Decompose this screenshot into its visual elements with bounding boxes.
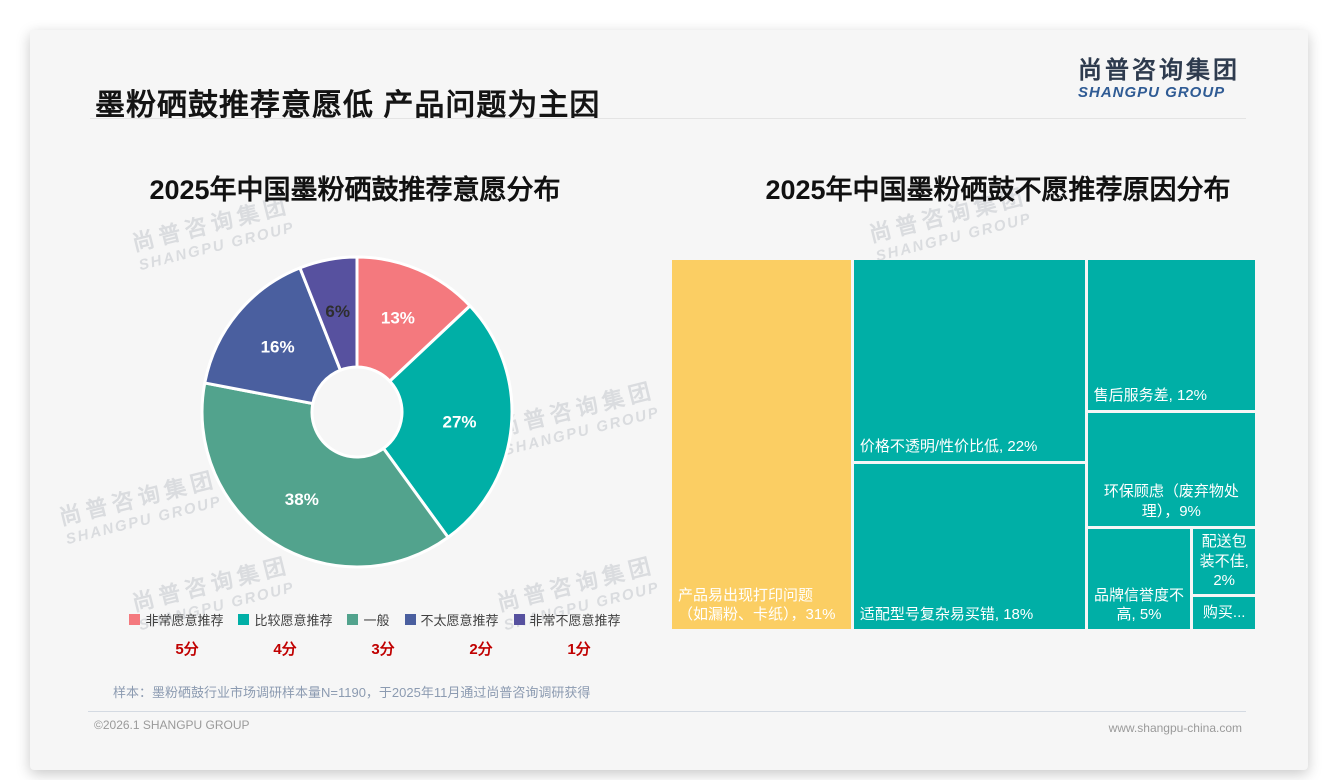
footer-website: www.shangpu-china.com: [1108, 721, 1242, 735]
treemap-cell-环保顾虑（废弃物处理）: 环保顾虑（废弃物处 理），9%: [1087, 413, 1255, 526]
score-label-row: 5分 4分 3分 2分 1分: [138, 638, 628, 659]
donut-slice-一般: [200, 381, 450, 569]
slide-card: 尚普咨询集团 SHANGPU GROUP 尚普咨询集团 SHANGPU GROUP 尚普…: [30, 30, 1308, 770]
donut-legend: 非常愿意推荐 比较愿意推荐 一般 不太愿意推荐 非常不愿意推荐: [95, 610, 655, 629]
score-label-2分: 2分: [469, 641, 493, 658]
legend-swatch: [347, 614, 359, 625]
legend-swatch: [404, 614, 416, 625]
donut-slice-不太愿意推荐: [203, 266, 342, 406]
title-divider: [90, 118, 1246, 119]
sample-footnote: 样本：墨粉硒鼓行业市场调研样本量N=1190，于2025年11月通过尚普咨询调研…: [113, 685, 591, 700]
score-label-3分: 3分: [371, 641, 395, 658]
treemap-cell-label: 配送包 装不佳, 2%: [1199, 533, 1249, 589]
donut-slice-percent: 13%: [381, 309, 415, 328]
treemap-cell-label: 品牌信誉度不 高, 5%: [1094, 586, 1185, 623]
donut-slice-非常愿意推荐: [355, 255, 472, 383]
company-logo: 尚普咨询集团 SHANGPU GROUP: [1078, 57, 1240, 102]
legend-item-比较愿意推荐: 比较愿意推荐: [238, 610, 332, 629]
legend-swatch: [513, 614, 525, 625]
legend-item-一般: 一般: [347, 610, 390, 629]
footer-copyright: ©2026.1 SHANGPU GROUP: [94, 718, 250, 732]
treemap-cell-label: 产品易出现打印问题 （如漏粉、卡纸），31%: [678, 586, 836, 623]
legend-label: 一般: [363, 613, 390, 628]
legend-swatch: [129, 614, 141, 625]
treemap-cell-售后服务差: 售后服务差, 12%: [1087, 260, 1255, 411]
logo-cn-text: 尚普咨询集团: [1078, 57, 1240, 84]
page-title: 墨粉硒鼓推荐意愿低 产品问题为主因: [95, 89, 601, 122]
legend-label: 非常愿意推荐: [145, 613, 224, 628]
score-label-1分: 1分: [567, 641, 591, 658]
legend-label: 非常不愿意推荐: [529, 613, 621, 628]
treemap-cell-配送包装不佳: 配送包 装不佳, 2%: [1193, 528, 1255, 594]
legend-label: 不太愿意推荐: [420, 613, 499, 628]
legend-item-非常不愿意推荐: 非常不愿意推荐: [513, 610, 621, 629]
treemap-cell-label: 购买...: [1202, 604, 1246, 622]
legend-swatch: [238, 614, 250, 625]
score-label-5分: 5分: [175, 641, 199, 658]
treemap-cell-产品易出现打印问题（如漏粉、卡纸）: 产品易出现打印问题 （如漏粉、卡纸），31%: [672, 260, 851, 629]
score-label-4分: 4分: [273, 641, 297, 658]
logo-en-text: SHANGPU GROUP: [1078, 84, 1226, 102]
legend-item-非常愿意推荐: 非常愿意推荐: [129, 610, 223, 629]
treemap-cell-价格不透明/性价比低: 价格不透明/性价比低, 22%: [853, 260, 1085, 462]
donut-slice-非常不愿意推荐: [298, 255, 359, 372]
treemap-cell-label: 价格不透明/性价比低, 22%: [859, 438, 1038, 456]
footer-divider: [88, 711, 1246, 712]
donut-slice-percent: 38%: [285, 490, 319, 509]
donut-chart: 13% 27% 38% 16% 6%: [200, 255, 514, 569]
treemap-chart-title: 2025年中国墨粉硒鼓不愿推荐原因分布: [765, 175, 1231, 205]
donut-slice-percent: 27%: [442, 413, 476, 432]
treemap-cell-label: 适配型号复杂易买错, 18%: [859, 605, 1034, 623]
donut-chart-title: 2025年中国墨粉硒鼓推荐意愿分布: [149, 175, 561, 205]
treemap-cell-品牌信誉度不高: 品牌信誉度不 高, 5%: [1087, 528, 1191, 629]
donut-slice-比较愿意推荐: [381, 304, 514, 539]
donut-slice-percent: 6%: [325, 302, 350, 321]
donut-slice-percent: 16%: [261, 337, 295, 356]
treemap-cell-label: 售后服务差, 12%: [1093, 387, 1208, 405]
legend-item-不太愿意推荐: 不太愿意推荐: [404, 610, 499, 629]
treemap-cell-购买（截断）: 购买...: [1193, 596, 1255, 629]
treemap-cell-label: 环保顾虑（废弃物处 理），9%: [1103, 483, 1239, 520]
legend-label: 比较愿意推荐: [254, 613, 333, 628]
treemap-chart: 产品易出现打印问题 （如漏粉、卡纸），31% 价格不透明/性价比低, 22% 适配型…: [672, 260, 1255, 629]
treemap-cell-适配型号复杂易买错: 适配型号复杂易买错, 18%: [853, 464, 1085, 629]
